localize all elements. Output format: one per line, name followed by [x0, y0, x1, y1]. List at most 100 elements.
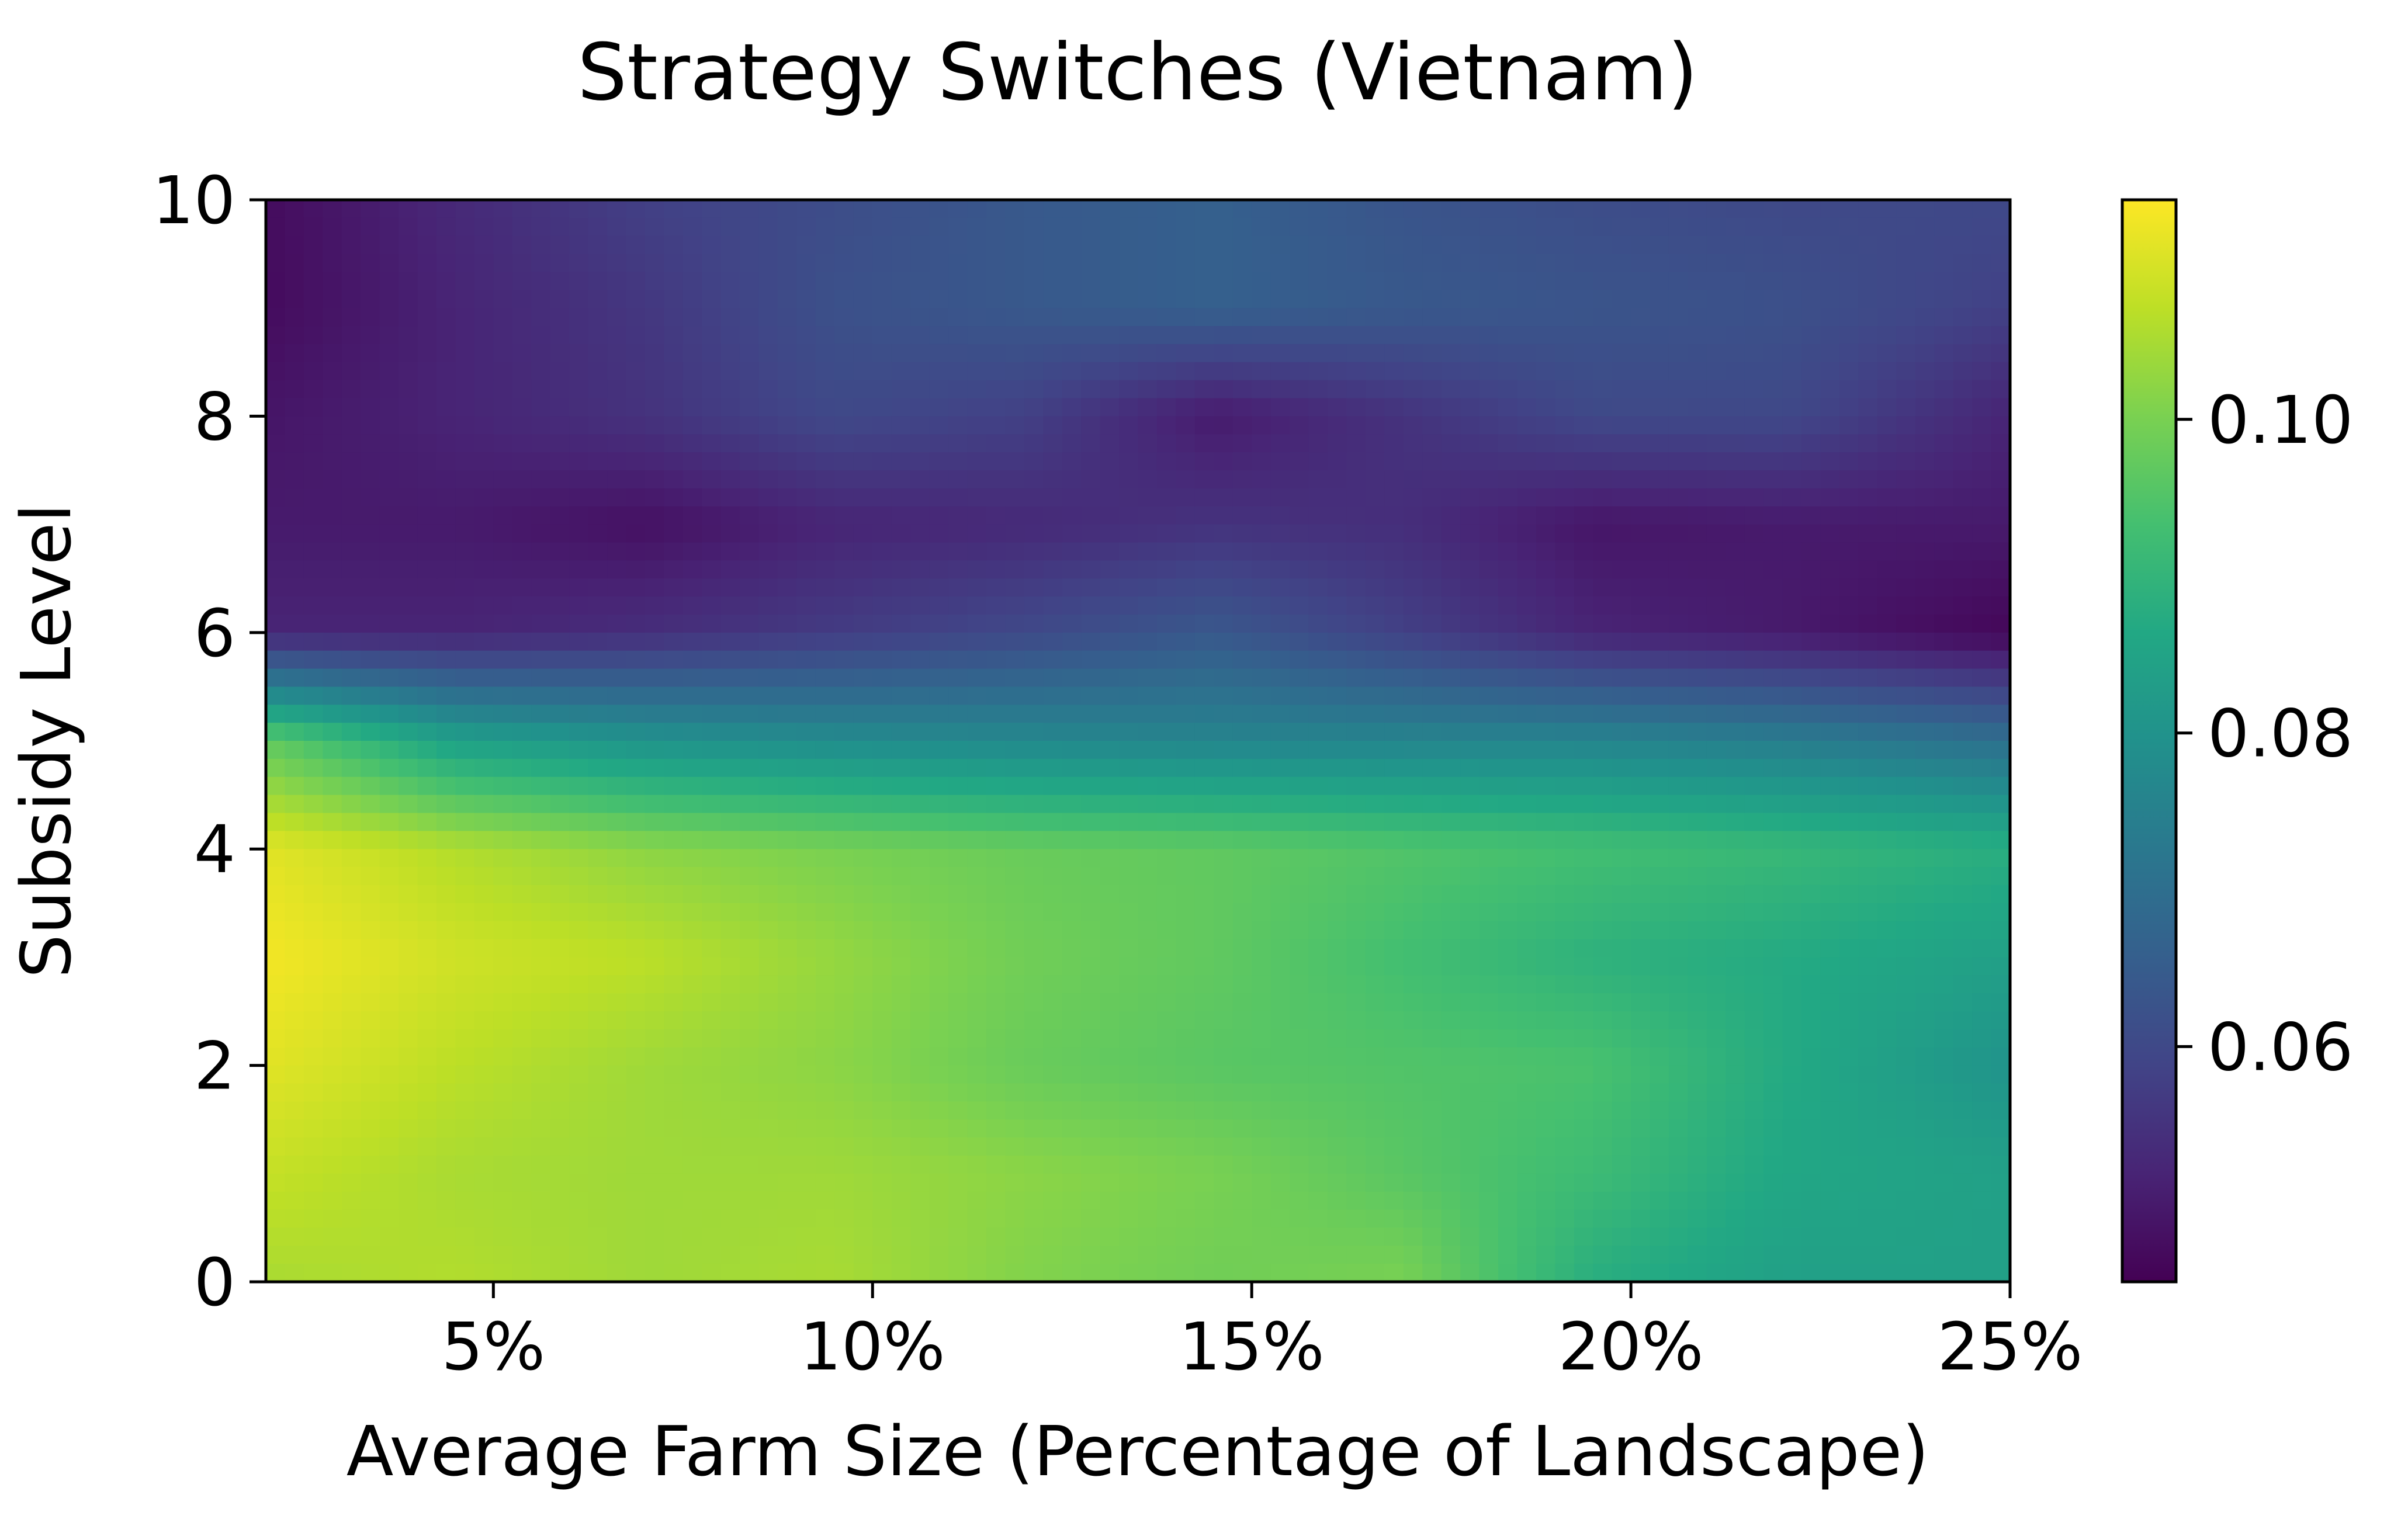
heatmap-cell	[493, 1029, 513, 1048]
heatmap-cell	[361, 416, 380, 435]
heatmap-cell	[1214, 1083, 1234, 1102]
heatmap-cell	[1081, 470, 1101, 489]
heatmap-cell	[1726, 326, 1745, 345]
heatmap-cell	[1290, 813, 1309, 832]
heatmap-cell	[569, 506, 589, 525]
heatmap-cell	[493, 470, 513, 489]
heatmap-cell	[1156, 326, 1177, 345]
heatmap-cell	[1744, 542, 1765, 561]
heatmap-cell	[796, 470, 816, 489]
heatmap-cell	[323, 795, 342, 814]
heatmap-cell	[588, 272, 608, 291]
heatmap-cell	[1726, 813, 1745, 832]
heatmap-cell	[399, 524, 418, 543]
heatmap-cell	[1327, 578, 1347, 598]
heatmap-cell	[1479, 1083, 1499, 1102]
heatmap-cell	[1005, 1101, 1025, 1121]
heatmap-cell	[1631, 831, 1651, 850]
heatmap-cell	[493, 975, 513, 994]
heatmap-cell	[1062, 1137, 1082, 1156]
heatmap-cell	[1650, 452, 1669, 471]
heatmap-cell	[1820, 416, 1840, 435]
heatmap-cell	[1915, 993, 1935, 1012]
heatmap-cell	[1176, 578, 1196, 598]
heatmap-cell	[569, 380, 589, 399]
heatmap-cell	[702, 614, 722, 633]
heatmap-cell	[1706, 723, 1727, 741]
heatmap-cell	[1479, 993, 1499, 1012]
heatmap-cell	[1744, 849, 1765, 868]
heatmap-cell	[1100, 650, 1120, 670]
heatmap-cell	[1612, 795, 1632, 814]
heatmap-cell	[531, 326, 551, 345]
heatmap-cell	[1024, 452, 1044, 471]
heatmap-cell	[1043, 813, 1063, 832]
heatmap-cell	[266, 993, 286, 1012]
heatmap-cell	[550, 596, 570, 615]
heatmap-cell	[1403, 488, 1423, 507]
heatmap-cell	[702, 578, 722, 598]
heatmap-cell	[1327, 560, 1347, 580]
heatmap-cell	[1270, 957, 1291, 976]
heatmap-cell	[664, 723, 684, 741]
heatmap-cell	[1062, 380, 1082, 399]
heatmap-cell	[1460, 795, 1480, 814]
heatmap-cell	[758, 1083, 779, 1102]
heatmap-cell	[1631, 614, 1651, 633]
heatmap-cell	[569, 1047, 589, 1066]
heatmap-cell	[417, 1119, 438, 1139]
heatmap-cell	[1650, 921, 1669, 940]
heatmap-cell	[1972, 1083, 1992, 1102]
heatmap-cell	[702, 993, 722, 1012]
heatmap-cell	[455, 200, 475, 219]
heatmap-cell	[1668, 867, 1689, 886]
heatmap-cell	[1972, 362, 1992, 381]
heatmap-cell	[1820, 831, 1840, 850]
heatmap-cell	[1801, 650, 1821, 670]
heatmap-cell	[1176, 488, 1196, 507]
heatmap-cell	[1668, 290, 1689, 309]
heatmap-cell	[1536, 488, 1556, 507]
heatmap-cell	[1517, 849, 1537, 868]
heatmap-cell	[778, 470, 798, 489]
heatmap-cell	[588, 813, 608, 832]
heatmap-cell	[1232, 380, 1253, 399]
heatmap-cell	[1612, 488, 1632, 507]
heatmap-cell	[1517, 326, 1537, 345]
heatmap-cell	[1365, 1101, 1385, 1121]
heatmap-cell	[1612, 578, 1632, 598]
heatmap-cell	[266, 849, 286, 868]
heatmap-cell	[815, 326, 836, 345]
heatmap-cell	[1820, 1101, 1840, 1121]
heatmap-cell	[1290, 1083, 1309, 1102]
heatmap-cell	[910, 596, 930, 615]
heatmap-cell	[1024, 758, 1044, 778]
heatmap-cell	[361, 596, 380, 615]
heatmap-cell	[436, 903, 456, 922]
heatmap-cell	[796, 650, 816, 670]
heatmap-cell	[891, 975, 912, 994]
heatmap-cell	[682, 217, 703, 237]
heatmap-cell	[986, 993, 1006, 1012]
heatmap-cell	[531, 939, 551, 958]
heatmap-cell	[1668, 1011, 1689, 1030]
heatmap-cell	[1346, 272, 1366, 291]
heatmap-cell	[361, 1155, 380, 1174]
heatmap-cell	[967, 1119, 987, 1139]
heatmap-cell	[929, 903, 950, 922]
heatmap-cell	[1270, 813, 1291, 832]
heatmap-cell	[531, 1029, 551, 1048]
heatmap-cell	[1479, 849, 1499, 868]
heatmap-cell	[1252, 470, 1271, 489]
heatmap-cell	[1896, 867, 1916, 886]
heatmap-cell	[720, 524, 741, 543]
heatmap-cell	[1460, 939, 1480, 958]
heatmap-cell	[1498, 975, 1518, 994]
heatmap-cell	[1706, 758, 1727, 778]
heatmap-cell	[436, 632, 456, 651]
heatmap-cell	[1953, 867, 1973, 886]
heatmap-cell	[1668, 398, 1689, 417]
heatmap-cell	[1896, 416, 1916, 435]
heatmap-cell	[1612, 957, 1632, 976]
heatmap-cell	[1650, 686, 1669, 706]
